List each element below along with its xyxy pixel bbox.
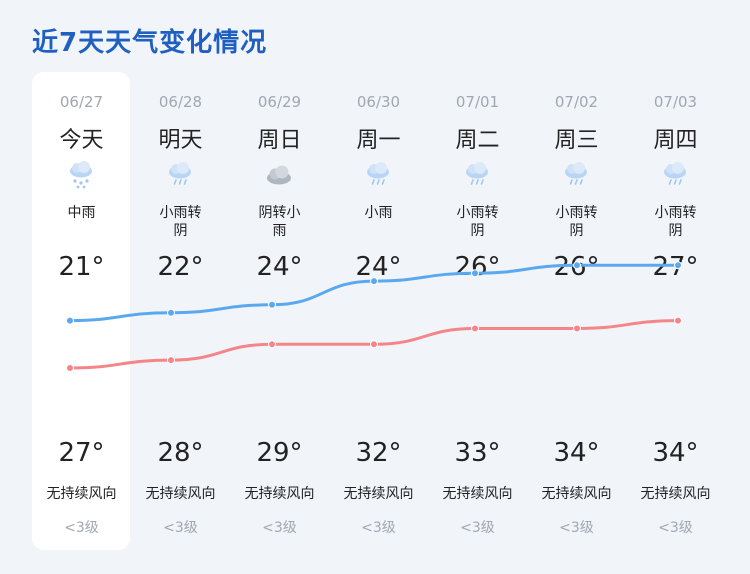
day-wind: 无持续风向: [343, 486, 414, 502]
rain-cloud-icon: [362, 158, 394, 190]
day-weekday: 周三: [554, 128, 599, 153]
day-wind: 无持续风向: [244, 486, 315, 502]
day-weekday: 今天: [59, 128, 104, 153]
day-wind: 无持续风向: [640, 486, 711, 502]
day-wind-level: <3级: [64, 520, 99, 536]
high-temp-point-2: [268, 340, 276, 349]
rain-cloud-icon: [560, 158, 592, 190]
day-wind-level: <3级: [559, 520, 594, 536]
high-temp-point-5: [573, 324, 581, 333]
rain-cloud-icon: [659, 158, 691, 190]
day-wind: 无持续风向: [541, 486, 612, 502]
day-condition: 小雨转阴: [555, 205, 598, 239]
day-weekday: 周四: [653, 128, 698, 153]
day-condition: 小雨转阴: [456, 205, 499, 239]
low-temp-point-2: [268, 300, 276, 309]
day-wind-level: <3级: [658, 520, 693, 536]
high-temp-point-0: [66, 364, 74, 372]
day-low-temp: 29°: [256, 438, 303, 468]
high-temp-point-6: [674, 316, 682, 325]
day-wind-level: <3级: [262, 520, 297, 536]
day-weekday: 周日: [257, 128, 302, 153]
cloudy-icon: [263, 158, 295, 190]
day-wind: 无持续风向: [46, 486, 117, 502]
day-low-temp: 32°: [355, 438, 402, 468]
rain-medium-icon: [65, 158, 97, 190]
day-low-temp: 27°: [58, 438, 105, 468]
day-column-4[interactable]: 07/01 周二 小雨转阴 26° 33° 无持续风向 <3级: [428, 72, 527, 550]
day-date: 06/30: [356, 93, 401, 111]
day-date: 07/03: [653, 93, 698, 111]
high-temp-point-1: [167, 356, 175, 365]
day-date: 06/27: [59, 93, 104, 111]
day-high-temp: 26°: [454, 252, 501, 282]
day-low-temp: 34°: [553, 438, 600, 468]
low-temp-point-1: [167, 308, 175, 317]
day-wind-level: <3级: [361, 520, 396, 536]
low-temp-point-3: [370, 277, 378, 286]
high-temp-point-3: [370, 340, 378, 349]
day-weekday: 周二: [455, 128, 500, 153]
low-temp-point-4: [471, 269, 479, 278]
rain-cloud-icon: [164, 158, 196, 190]
day-column-6[interactable]: 07/03 周四 小雨转阴 27° 34° 无持续风向 <3级: [626, 72, 725, 550]
day-weekday: 周一: [356, 128, 401, 153]
day-column-2[interactable]: 06/29 周日 阴转小雨 24° 29° 无持续风向 <3级: [230, 72, 329, 550]
day-column-1[interactable]: 06/28 明天 小雨转阴 22° 28° 无持续风向 <3级: [131, 72, 230, 550]
day-weekday: 明天: [158, 128, 203, 153]
day-condition: 阴转小雨: [258, 205, 301, 239]
day-date: 07/02: [554, 93, 599, 111]
day-high-temp: 21°: [58, 252, 105, 282]
page-title: 近7天天气变化情况: [32, 28, 268, 58]
day-low-temp: 28°: [157, 438, 204, 468]
day-condition: 小雨: [364, 205, 393, 221]
day-column-5[interactable]: 07/02 周三 小雨转阴 26° 34° 无持续风向 <3级: [527, 72, 626, 550]
low-temp-point-0: [66, 316, 74, 325]
day-low-temp: 33°: [454, 438, 501, 468]
day-column-0[interactable]: 06/27 今天 中雨 21° 27° 无持续风向 <3级: [32, 72, 131, 550]
day-condition: 小雨转阴: [654, 205, 697, 239]
day-column-3[interactable]: 06/30 周一 小雨 24° 32° 无持续风向 <3级: [329, 72, 428, 550]
day-wind: 无持续风向: [442, 486, 513, 502]
day-high-temp: 22°: [157, 252, 204, 282]
day-date: 06/28: [158, 93, 203, 111]
high-temp-point-4: [471, 324, 479, 333]
forecast-columns: 06/27 今天 中雨 21° 27° 无持续风向 <3级 06/28 明天 小…: [32, 72, 725, 550]
today-highlight-card: [32, 72, 130, 550]
day-condition: 小雨转阴: [159, 205, 202, 239]
day-date: 07/01: [455, 93, 500, 111]
day-wind-level: <3级: [460, 520, 495, 536]
day-wind: 无持续风向: [145, 486, 216, 502]
day-high-temp: 24°: [256, 252, 303, 282]
day-condition: 中雨: [67, 205, 96, 221]
low-temp-point-6: [674, 261, 682, 270]
day-wind-level: <3级: [163, 520, 198, 536]
day-date: 06/29: [257, 93, 302, 111]
low-temp-point-5: [573, 261, 581, 270]
day-high-temp: 24°: [355, 252, 402, 282]
rain-cloud-icon: [461, 158, 493, 190]
day-low-temp: 34°: [652, 438, 699, 468]
low-temp-line: [68, 263, 680, 323]
